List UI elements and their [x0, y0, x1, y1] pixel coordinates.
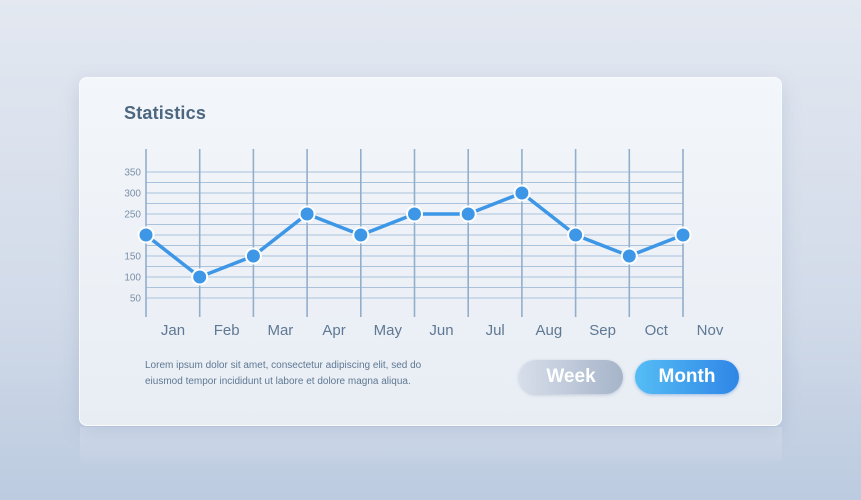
x-tick-label: Jun	[429, 322, 453, 339]
card-title: Statistics	[124, 103, 207, 123]
x-tick-label: Jul	[486, 322, 505, 339]
x-tick-label: Apr	[322, 322, 345, 339]
x-tick-label: Oct	[645, 322, 669, 339]
x-tick-label: Nov	[697, 322, 724, 339]
data-point	[513, 184, 531, 202]
data-point	[137, 226, 155, 244]
month-button[interactable]: Month	[635, 360, 739, 394]
x-tick-label: May	[374, 322, 403, 339]
description-text: Lorem ipsum dolor sit amet, consectetur …	[145, 358, 435, 390]
x-tick-label: Jan	[161, 322, 185, 339]
data-point	[298, 205, 316, 223]
statistics-card: Statistics 350 300 250 150 100 50 Jan Feb Mar Apr…	[79, 77, 782, 426]
data-point	[191, 268, 209, 286]
data-point	[567, 226, 585, 244]
data-point	[459, 205, 477, 223]
data-point	[244, 247, 262, 265]
data-point	[406, 205, 423, 223]
y-tick-label: 50	[130, 294, 142, 305]
card-reflection	[80, 427, 782, 467]
x-tick-label: Aug	[536, 322, 563, 339]
line-chart: 350 300 250 150 100 50 Jan Feb Mar Apr May Jun Jul Au…	[124, 149, 724, 339]
week-button[interactable]: Week	[519, 360, 623, 394]
data-point	[352, 226, 370, 244]
y-tick-label: 100	[124, 273, 141, 284]
x-tick-label: Feb	[214, 322, 240, 339]
x-tick-label: Mar	[267, 322, 293, 339]
data-point	[674, 226, 692, 244]
y-tick-label: 250	[124, 210, 141, 221]
y-tick-label: 350	[124, 168, 141, 179]
x-tick-label: Sep	[589, 322, 616, 339]
y-tick-label: 150	[124, 252, 141, 263]
description-line: Lorem ipsum dolor sit amet, consectetur …	[145, 360, 422, 371]
description-line: eiusmod tempor incididunt ut labore et d…	[145, 376, 411, 387]
y-tick-label: 300	[124, 189, 141, 200]
data-point	[620, 247, 638, 265]
